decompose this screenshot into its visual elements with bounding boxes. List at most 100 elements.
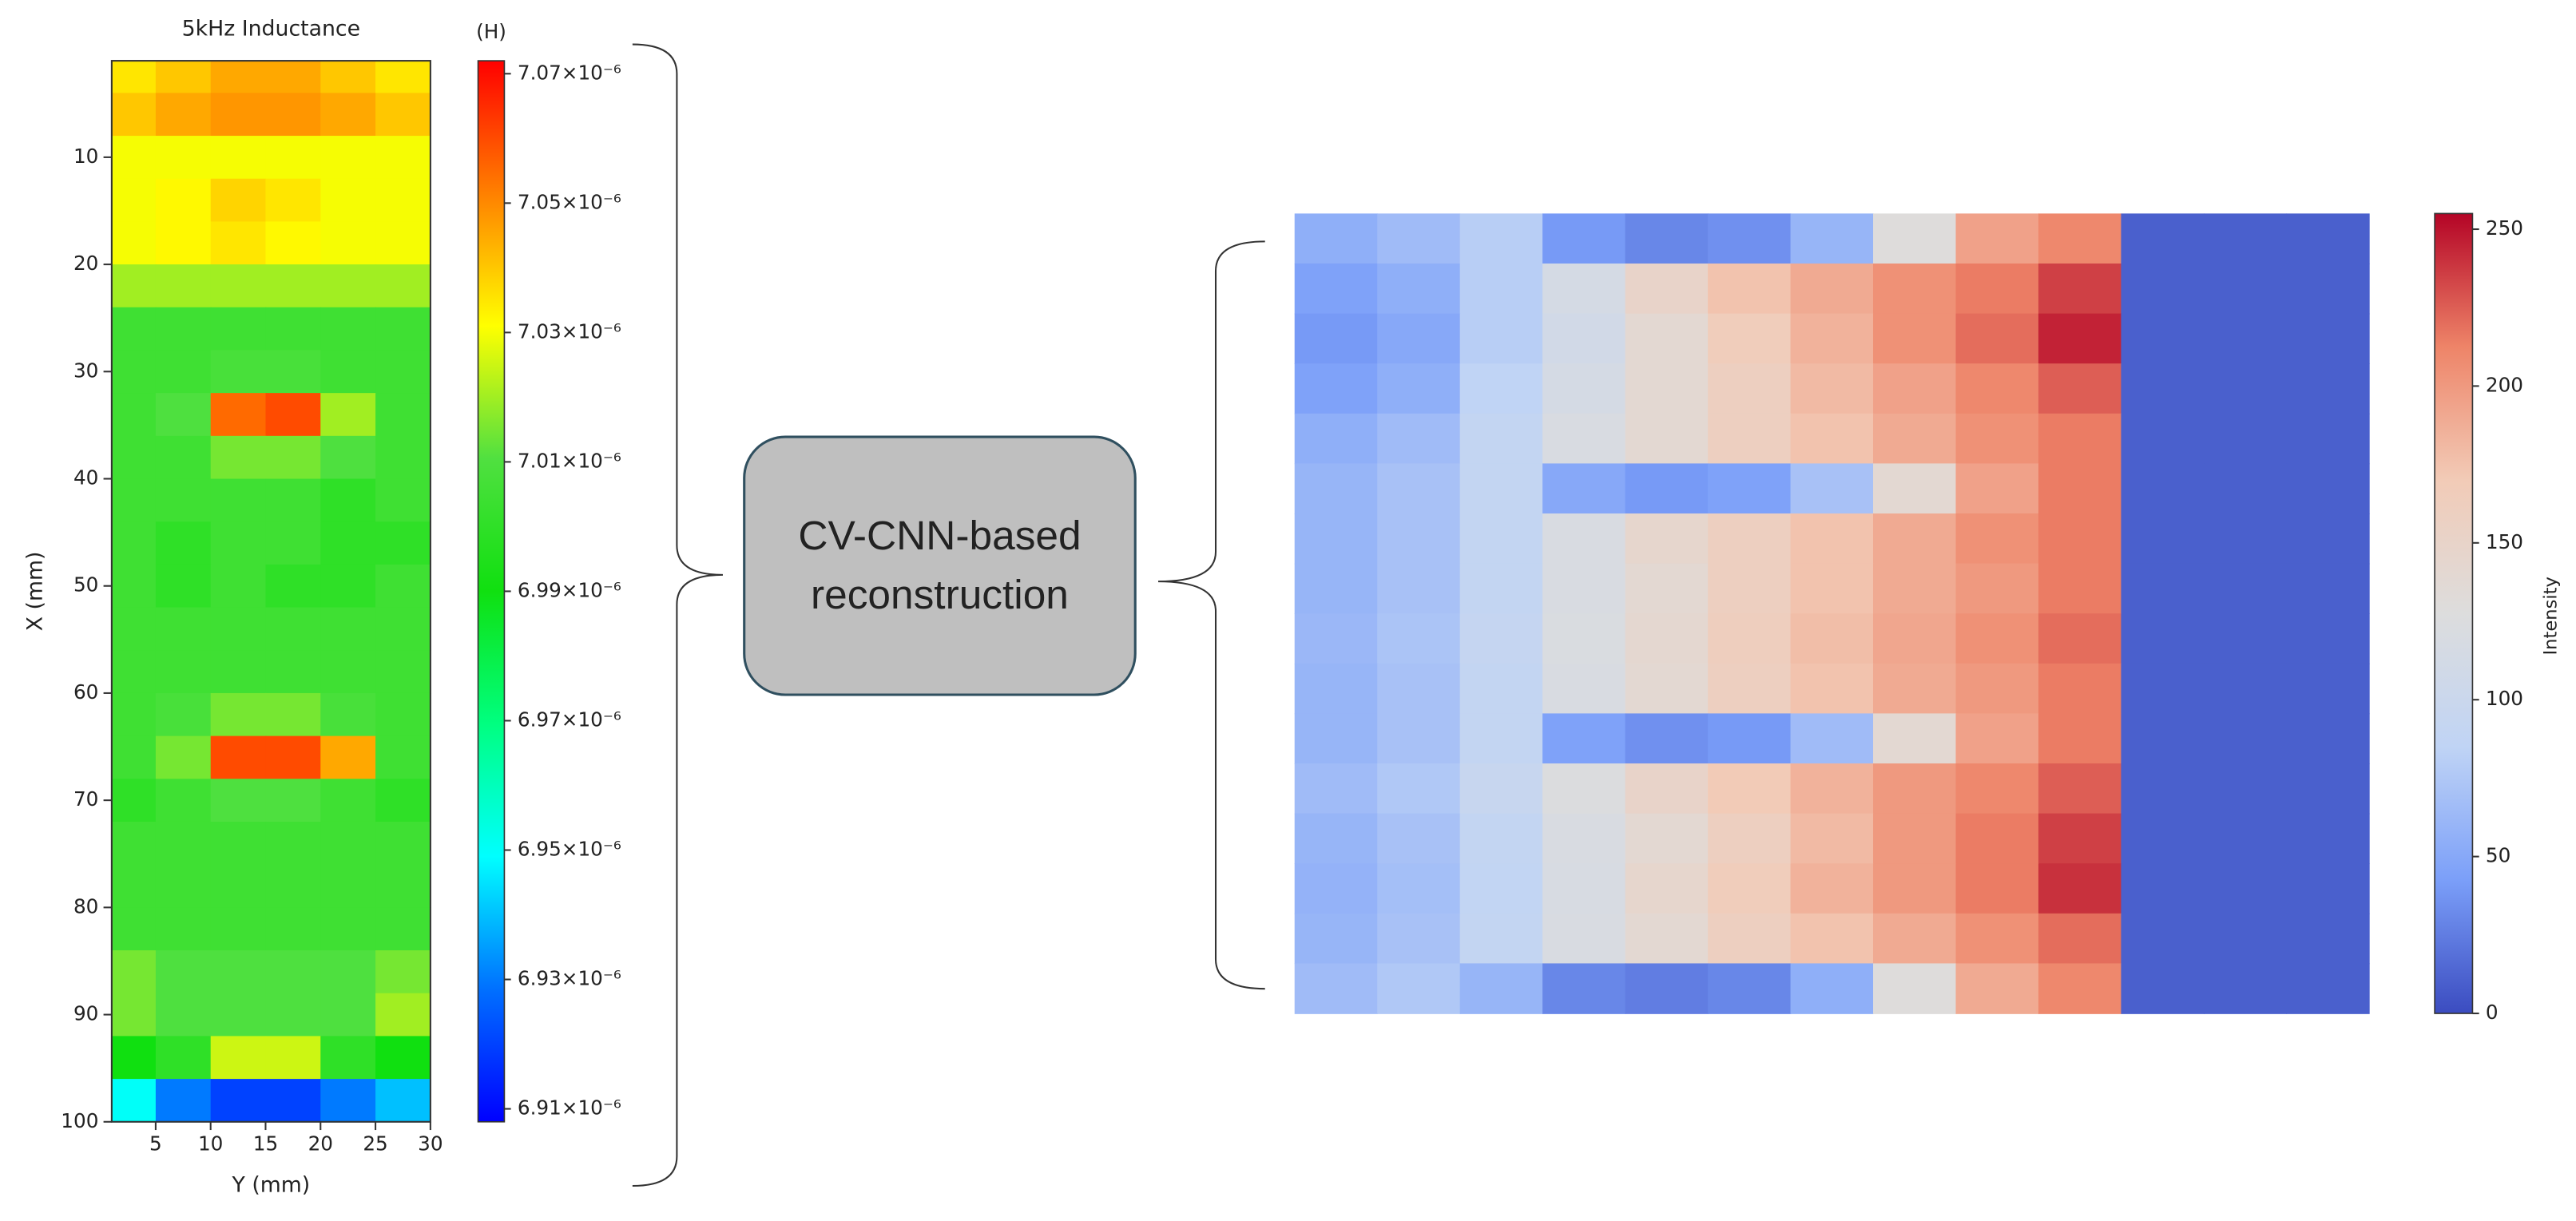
heatmap-cell xyxy=(1459,213,1543,264)
heatmap-cell xyxy=(1873,413,1957,465)
heatmap-cell xyxy=(1294,613,1379,664)
heatmap-cell xyxy=(2203,863,2288,914)
heatmap-cell xyxy=(1459,663,1543,715)
heatmap-cell xyxy=(375,779,431,823)
heatmap-cell xyxy=(1955,513,2039,565)
heatmap-cell xyxy=(2203,613,2288,664)
heatmap-cell xyxy=(1542,313,1626,365)
heatmap-cell xyxy=(375,821,431,866)
y-tick-label: 30 xyxy=(73,359,98,382)
heatmap-cell xyxy=(1708,963,1792,1014)
heatmap-cell xyxy=(1377,713,1461,764)
heatmap-cell xyxy=(155,1079,212,1123)
heatmap-cell xyxy=(210,435,267,480)
heatmap-cell xyxy=(2286,463,2370,514)
heatmap-cell xyxy=(1294,313,1379,365)
heatmap-cell xyxy=(2203,763,2288,815)
heatmap-cell xyxy=(375,650,431,694)
heatmap-cell xyxy=(320,435,376,480)
heatmap-cell xyxy=(1790,863,1874,914)
heatmap-cell xyxy=(265,1036,322,1080)
heatmap-cell xyxy=(1542,663,1626,715)
heatmap-cell xyxy=(1790,613,1874,664)
heatmap-cell xyxy=(1625,363,1709,414)
heatmap-cell xyxy=(1459,263,1543,315)
heatmap-cell xyxy=(2203,913,2288,965)
heatmap-cell xyxy=(210,393,267,437)
heatmap-cell xyxy=(320,779,376,823)
x-tick-label: 30 xyxy=(418,1132,443,1156)
heatmap-cell xyxy=(1377,863,1461,914)
heatmap-cell xyxy=(2038,263,2122,315)
heatmap-cell xyxy=(2203,963,2288,1014)
heatmap-cell xyxy=(111,692,157,737)
heatmap-cell xyxy=(210,779,267,823)
heatmap-cell xyxy=(375,264,431,308)
heatmap-cell xyxy=(2038,563,2122,615)
heatmap-cell xyxy=(2121,813,2205,865)
heatmap-cell xyxy=(210,478,267,523)
heatmap-cell xyxy=(1790,563,1874,615)
heatmap-cell xyxy=(1790,963,1874,1014)
heatmap-cell xyxy=(1377,413,1461,465)
heatmap-cell xyxy=(1542,413,1626,465)
x-tick-label: 15 xyxy=(253,1132,278,1156)
heatmap-cell xyxy=(1294,813,1379,865)
heatmap-cell xyxy=(155,521,212,565)
heatmap-cell xyxy=(111,136,157,180)
heatmap-cell xyxy=(2121,713,2205,764)
heatmap-cell xyxy=(111,61,157,94)
heatmap-cell xyxy=(155,435,212,480)
heatmap-cell xyxy=(1708,663,1792,715)
heatmap-cell xyxy=(210,307,267,351)
heatmap-cell xyxy=(320,735,376,780)
x-tick-label: 10 xyxy=(198,1132,223,1156)
heatmap-cell xyxy=(1955,663,2039,715)
heatmap-cell xyxy=(265,264,322,308)
heatmap-cell xyxy=(2038,313,2122,365)
heatmap-cell xyxy=(320,393,376,437)
heatmap-cell xyxy=(111,779,157,823)
left-brace xyxy=(1158,240,1265,990)
heatmap-cell xyxy=(210,350,267,394)
heatmap-cell xyxy=(210,136,267,180)
heatmap-cell xyxy=(210,907,267,951)
heatmap-cell xyxy=(155,779,212,823)
heatmap-cell xyxy=(2121,463,2205,514)
process-box xyxy=(743,435,1137,696)
x-tick-label: 25 xyxy=(363,1132,387,1156)
heatmap-cell xyxy=(1625,813,1709,865)
heatmap-cell xyxy=(2038,613,2122,664)
heatmap-cell xyxy=(375,521,431,565)
heatmap-cell xyxy=(111,221,157,265)
heatmap-cell xyxy=(155,393,212,437)
heatmap-cell xyxy=(320,907,376,951)
heatmap-cell xyxy=(1377,463,1461,514)
colorbar xyxy=(2434,212,2474,1014)
heatmap-cell xyxy=(1625,713,1709,764)
heatmap-cell xyxy=(2286,763,2370,815)
heatmap-cell xyxy=(1377,913,1461,965)
heatmap-cell xyxy=(1955,713,2039,764)
heatmap-cell xyxy=(111,264,157,308)
heatmap-cell xyxy=(1377,363,1461,414)
heatmap-cell xyxy=(265,1079,322,1123)
y-tick-label: 80 xyxy=(73,894,98,918)
heatmap-cell xyxy=(1873,813,1957,865)
heatmap-cell xyxy=(1625,863,1709,914)
heatmap-cell xyxy=(111,907,157,951)
heatmap-cell xyxy=(2286,313,2370,365)
heatmap-cell xyxy=(265,650,322,694)
heatmap-cell xyxy=(1873,313,1957,365)
heatmap-cell xyxy=(2286,413,2370,465)
heatmap-cell xyxy=(1708,613,1792,664)
heatmap-cell xyxy=(265,93,322,137)
heatmap-cell xyxy=(320,692,376,737)
heatmap-cell xyxy=(2203,313,2288,365)
heatmap-cell xyxy=(155,993,212,1037)
heatmap-cell xyxy=(1294,863,1379,914)
heatmap-cell xyxy=(1625,213,1709,264)
heatmap-cell xyxy=(1294,713,1379,764)
heatmap-cell xyxy=(1542,963,1626,1014)
heatmap-cell xyxy=(155,93,212,137)
